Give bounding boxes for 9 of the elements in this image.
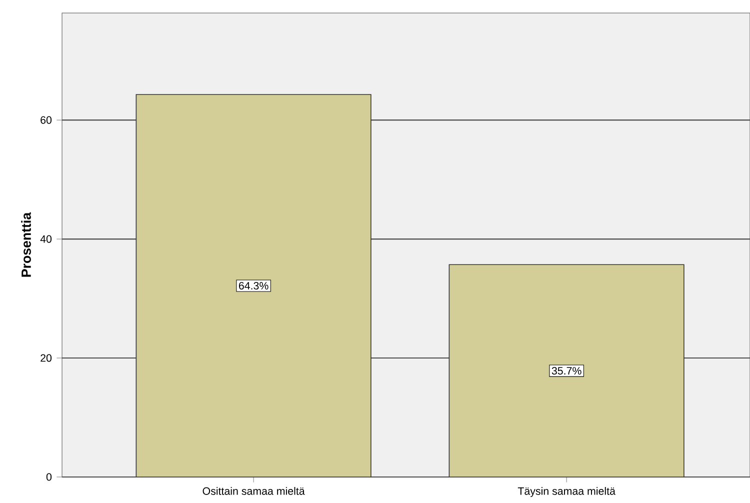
y-tick-label: 20 — [40, 354, 52, 362]
data-label: 64.3% — [238, 282, 268, 290]
y-tick-label: 0 — [46, 473, 52, 481]
data-label: 35.7% — [552, 367, 582, 375]
x-tick-label: Osittain samaa mieltä — [202, 487, 305, 495]
y-axis-title: Prosenttia — [21, 212, 31, 277]
x-tick-label: Täysin samaa mieltä — [518, 487, 616, 497]
y-tick-label: 40 — [40, 235, 52, 243]
y-tick-label: 60 — [40, 116, 52, 124]
